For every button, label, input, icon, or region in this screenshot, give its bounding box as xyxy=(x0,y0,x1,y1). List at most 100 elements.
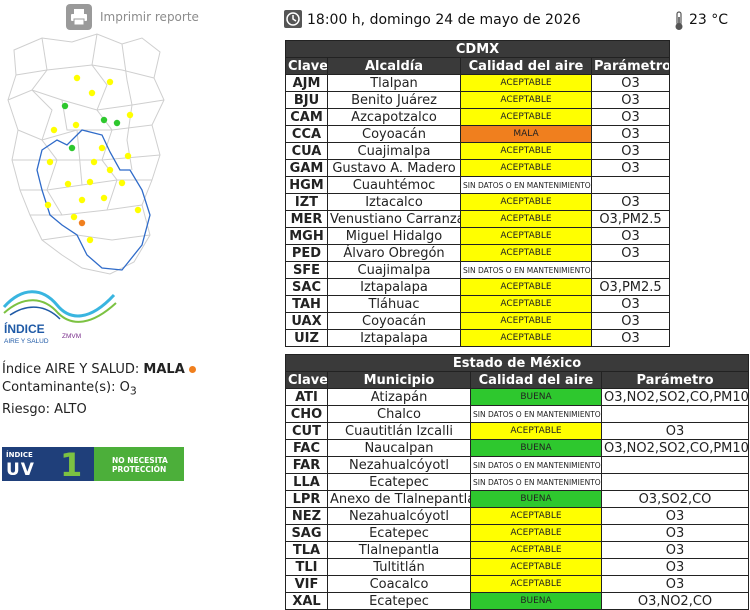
station-location: Cuauhtémoc xyxy=(327,176,461,194)
station-marker[interactable] xyxy=(64,180,72,188)
uv-message-line2: PROTECCIÓN xyxy=(112,465,167,474)
table-row: CCA Coyoacán MALA O3 xyxy=(285,125,671,143)
station-marker[interactable] xyxy=(44,201,52,209)
station-location: Coacalco xyxy=(327,575,471,593)
print-report-label: Imprimir reporte xyxy=(100,10,199,24)
stations-map xyxy=(7,33,165,275)
table-row: UAX Coyoacán ACEPTABLE O3 xyxy=(285,312,671,330)
column-header-calidad: Calidad del aire xyxy=(460,57,592,75)
municipality-boundaries xyxy=(7,33,165,275)
risk-label: Riesgo: xyxy=(2,401,51,417)
air-quality-badge: ACEPTABLE xyxy=(470,558,602,576)
station-location: Naucalpan xyxy=(327,439,471,457)
table-row: ATI Atizapán BUENA O3,NO2,SO2,CO,PM10 xyxy=(285,388,749,406)
parameters-cell: O3 xyxy=(590,329,671,347)
logo-subtitle: AIRE Y SALUD xyxy=(4,338,49,345)
station-marker[interactable] xyxy=(118,179,126,187)
station-code: FAC xyxy=(285,439,328,457)
parameters-cell: O3 xyxy=(590,159,671,177)
station-marker[interactable] xyxy=(106,78,114,86)
station-marker[interactable] xyxy=(50,126,58,134)
uv-message-line1: NO NECESITA xyxy=(112,456,168,465)
index-label: Índice AIRE Y SALUD: xyxy=(2,362,140,377)
station-marker[interactable] xyxy=(86,178,94,186)
edomex-table-title: Estado de México xyxy=(285,354,749,372)
station-code: CAM xyxy=(285,108,328,126)
table-row: MER Venustiano Carranza ACEPTABLE O3,PM2.5 xyxy=(285,210,671,228)
uv-big-label: UV xyxy=(6,460,35,480)
station-marker[interactable] xyxy=(100,116,108,124)
station-marker[interactable] xyxy=(90,158,98,166)
station-code: TAH xyxy=(285,295,328,313)
edomex-table-body: ATI Atizapán BUENA O3,NO2,SO2,CO,PM10 CHO Cha… xyxy=(285,388,749,610)
station-code: LLA xyxy=(285,473,328,491)
station-location: Miguel Hidalgo xyxy=(327,227,461,245)
station-marker[interactable] xyxy=(100,194,108,202)
station-marker[interactable] xyxy=(126,111,134,119)
station-marker[interactable] xyxy=(78,219,86,227)
table-row: IZT Iztacalco ACEPTABLE O3 xyxy=(285,193,671,211)
station-marker[interactable] xyxy=(73,74,81,82)
index-value: MALA xyxy=(143,362,185,377)
station-marker[interactable] xyxy=(113,119,121,127)
table-row: CHO Chalco SIN DATOS O EN MANTENIMIENTO xyxy=(285,405,749,423)
air-quality-badge: SIN DATOS O EN MANTENIMIENTO xyxy=(470,405,602,423)
station-code: GAM xyxy=(285,159,328,177)
station-marker[interactable] xyxy=(88,89,96,97)
station-marker[interactable] xyxy=(124,152,132,160)
parameters-cell: O3 xyxy=(590,244,671,262)
parameters-cell: O3 xyxy=(590,227,671,245)
station-marker[interactable] xyxy=(46,158,54,166)
air-quality-badge: SIN DATOS O EN MANTENIMIENTO xyxy=(460,261,592,279)
table-row: CUT Cuautitlán Izcalli ACEPTABLE O3 xyxy=(285,422,749,440)
table-row: AJM Tlalpan ACEPTABLE O3 xyxy=(285,74,671,92)
station-marker[interactable] xyxy=(70,213,78,221)
station-code: NEZ xyxy=(285,507,328,525)
station-code: MER xyxy=(285,210,328,228)
table-row: LPR Anexo de Tlalnepantla BUENA O3,SO2,CO xyxy=(285,490,749,508)
table-row: CAM Azcapotzalco ACEPTABLE O3 xyxy=(285,108,671,126)
station-location: Cuajimalpa xyxy=(327,142,461,160)
air-quality-badge: MALA xyxy=(460,125,592,143)
station-location: Chalco xyxy=(327,405,471,423)
parameters-cell xyxy=(590,261,671,279)
station-code: AJM xyxy=(285,74,328,92)
table-row: SAC Iztapalapa ACEPTABLE O3,PM2.5 xyxy=(285,278,671,296)
air-quality-badge: ACEPTABLE xyxy=(460,159,592,177)
table-row: CUA Cuajimalpa ACEPTABLE O3 xyxy=(285,142,671,160)
table-row: FAR Nezahualcóyotl SIN DATOS O EN MANTENIM… xyxy=(285,456,749,474)
station-marker[interactable] xyxy=(68,144,76,152)
parameters-cell: O3 xyxy=(601,507,749,525)
air-quality-badge: SIN DATOS O EN MANTENIMIENTO xyxy=(470,473,602,491)
station-code: XAL xyxy=(285,592,328,610)
station-code: CCA xyxy=(285,125,328,143)
station-marker[interactable] xyxy=(72,121,80,129)
station-marker[interactable] xyxy=(86,236,94,244)
air-quality-badge: BUENA xyxy=(470,490,602,508)
station-marker[interactable] xyxy=(78,196,86,204)
column-header-parametro: Parámetro xyxy=(590,57,671,75)
station-code: UAX xyxy=(285,312,328,330)
station-code: CUA xyxy=(285,142,328,160)
station-marker[interactable] xyxy=(61,102,69,110)
station-marker[interactable] xyxy=(106,166,114,174)
station-code: FAR xyxy=(285,456,328,474)
parameters-cell: O3 xyxy=(590,91,671,109)
station-location: Anexo de Tlalnepantla xyxy=(327,490,471,508)
parameters-cell: O3 xyxy=(590,193,671,211)
station-marker[interactable] xyxy=(98,144,106,152)
air-quality-badge: ACEPTABLE xyxy=(460,142,592,160)
printer-icon xyxy=(66,4,92,30)
column-header-parametro: Parámetro xyxy=(601,371,749,389)
print-report-button[interactable]: Imprimir reporte xyxy=(66,4,199,30)
station-marker[interactable] xyxy=(134,206,142,214)
column-header-clave: Clave xyxy=(285,371,328,389)
air-quality-badge: ACEPTABLE xyxy=(460,210,592,228)
station-location: Iztapalapa xyxy=(327,278,461,296)
station-location: Ecatepec xyxy=(327,473,471,491)
thermometer-icon xyxy=(675,11,683,30)
air-quality-badge: BUENA xyxy=(470,388,602,406)
station-location: Nezahualcóyotl xyxy=(327,507,471,525)
status-dot-icon xyxy=(188,366,196,373)
table-row: TLI Tultitlán ACEPTABLE O3 xyxy=(285,558,749,576)
